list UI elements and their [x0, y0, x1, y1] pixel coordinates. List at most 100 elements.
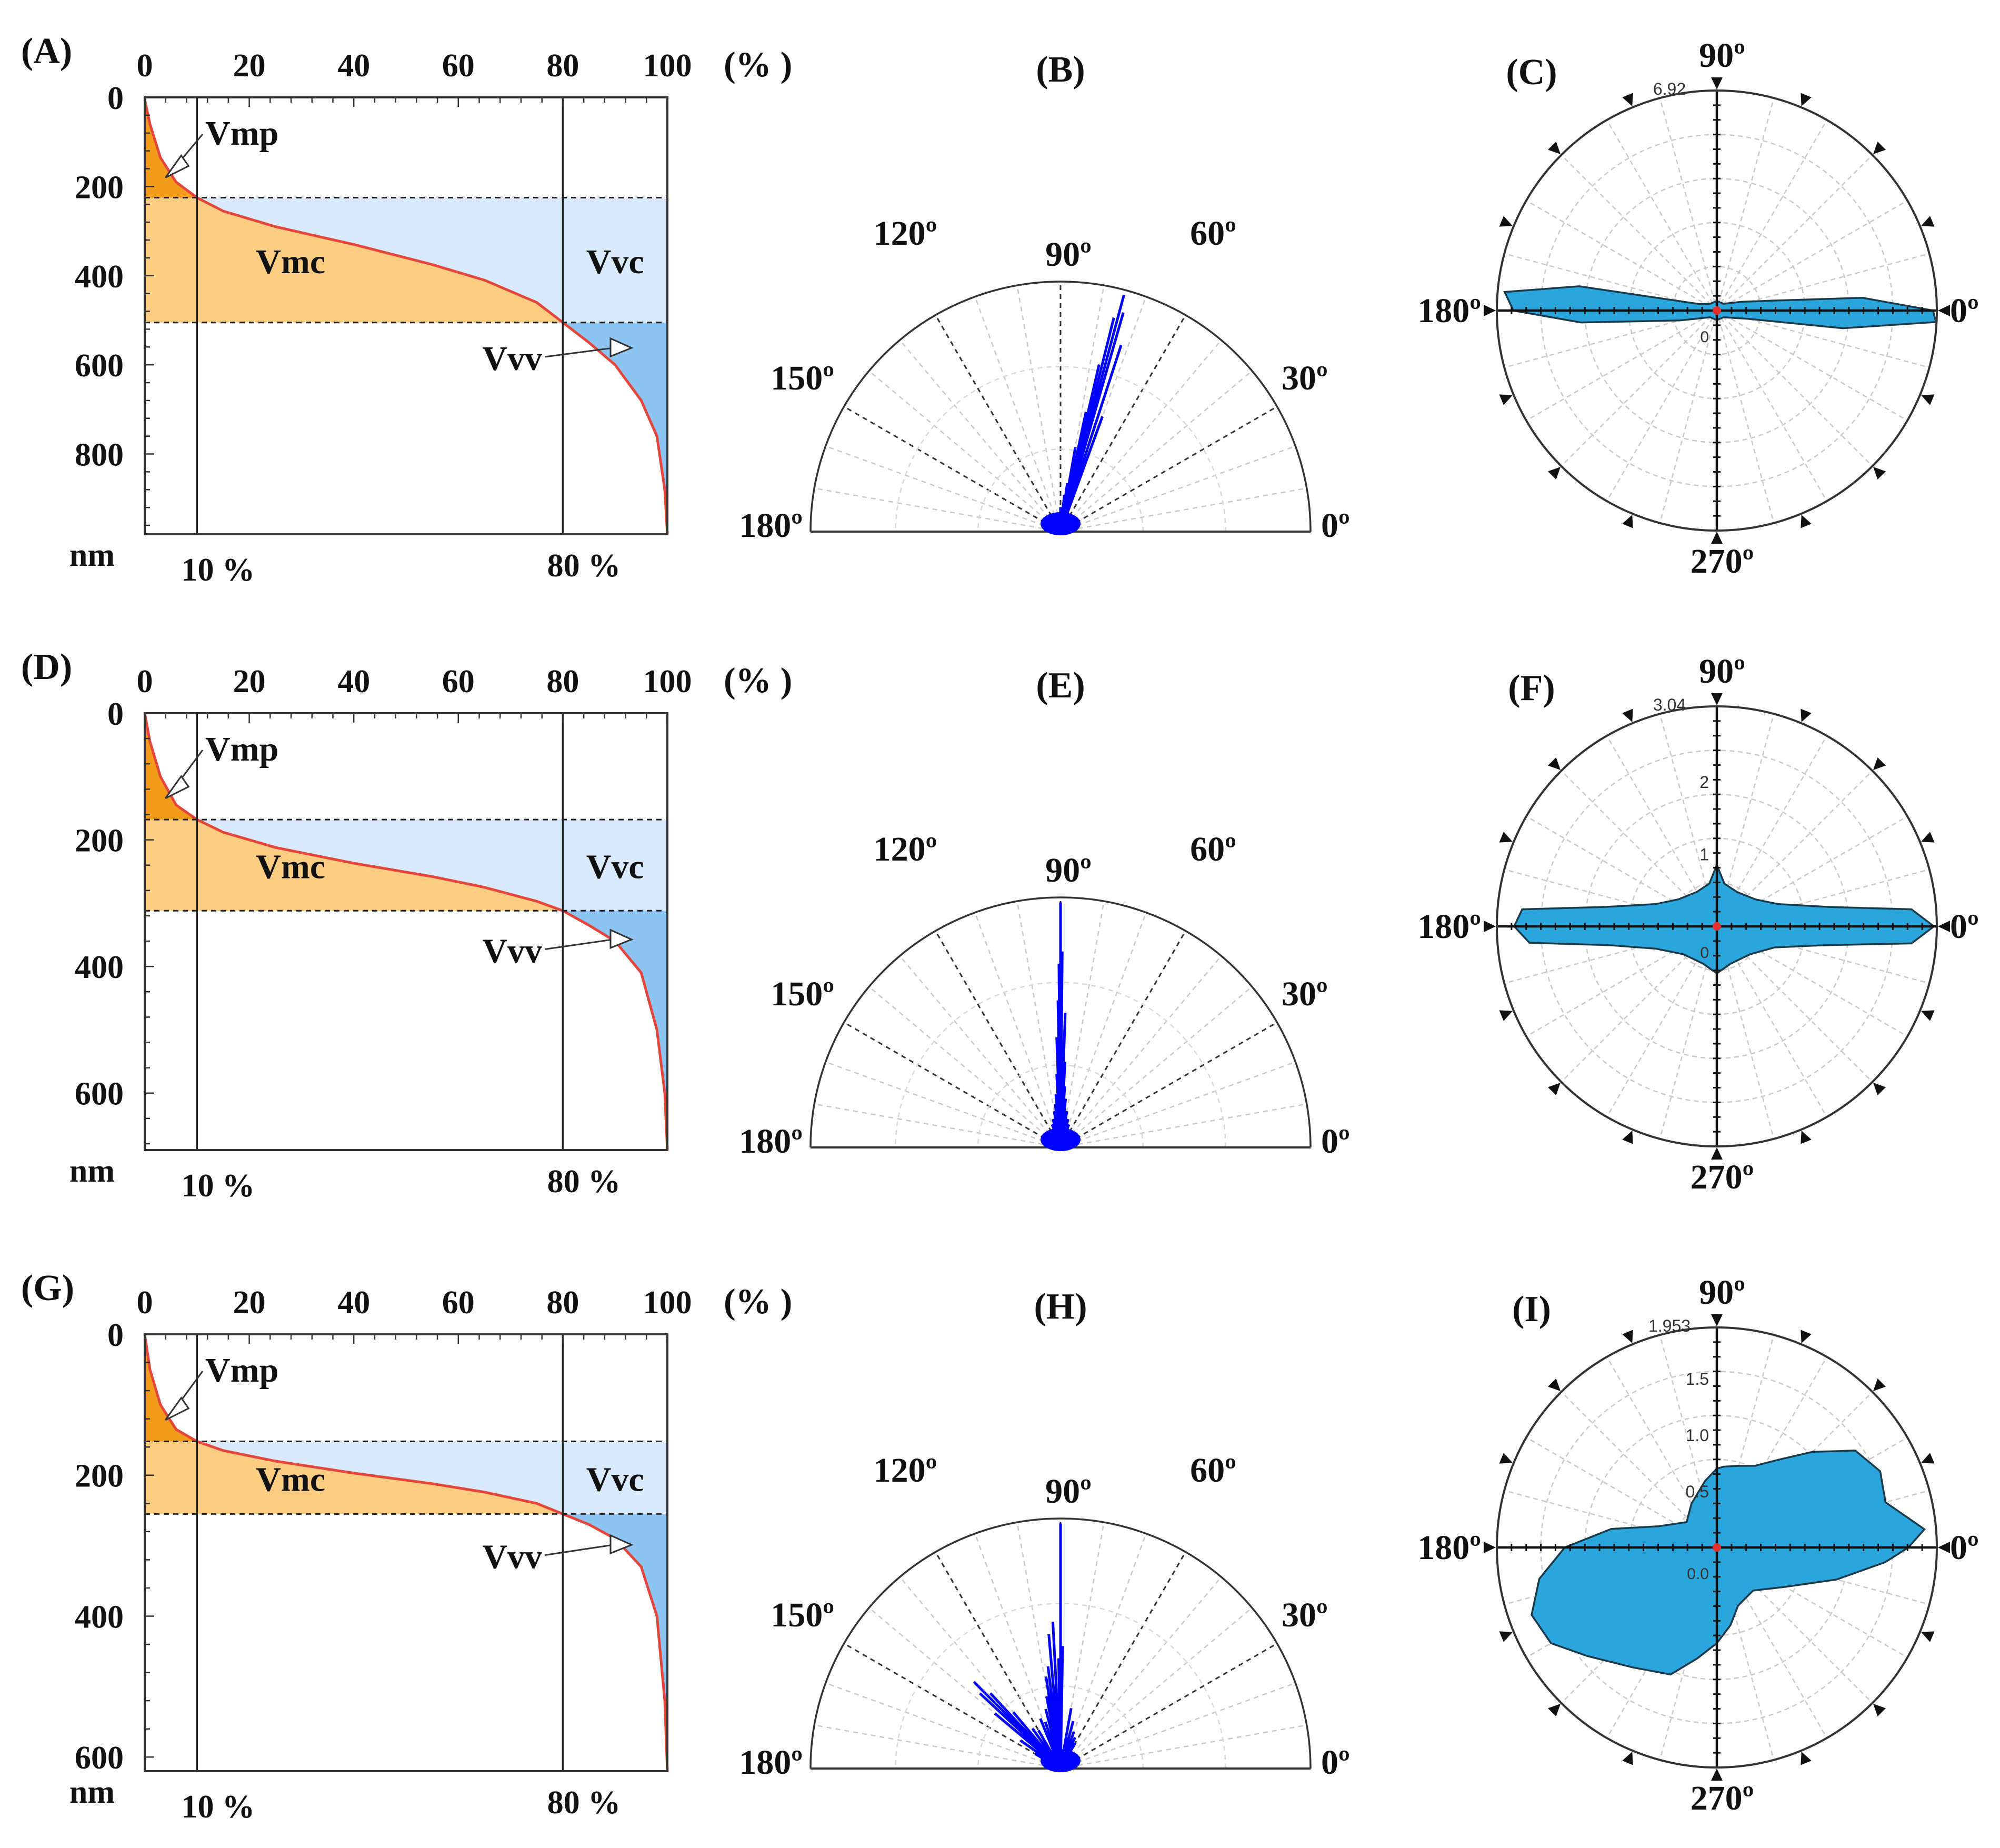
vvv-region: [563, 322, 667, 534]
angle-label-0: 0º: [1950, 1529, 1979, 1567]
polar-area: [1503, 285, 1937, 329]
direction-marker: [1499, 1631, 1513, 1642]
plot-frame: [144, 96, 668, 535]
radial-gridline: [1060, 370, 1253, 532]
direction-marker: [1801, 1330, 1812, 1343]
radial-gridline: [1016, 285, 1062, 532]
vmp-arrowhead: [165, 775, 190, 800]
radial-gridline: [1606, 310, 1718, 502]
y-unit-label: nm: [69, 537, 115, 573]
mr2-label: 80 %: [547, 548, 621, 584]
direction-marker: [1801, 708, 1812, 722]
vvv-label: Vvv: [482, 932, 542, 971]
panel-label: (B): [1036, 49, 1085, 90]
angle-label-270: 270º: [1691, 1779, 1754, 1817]
radial-gridline: [1060, 445, 1296, 533]
vmp-arrowhead: [165, 154, 190, 178]
angle-label: 60º: [1190, 830, 1236, 868]
radial-gridline: [825, 1682, 1061, 1770]
angle-label: 30º: [1282, 359, 1328, 397]
direction-marker: [1622, 1330, 1633, 1343]
mr2-label: 80 %: [547, 1785, 621, 1821]
angle-label: 90º: [1045, 851, 1092, 890]
rmax-label: 3.04: [1653, 695, 1686, 714]
vmp-label: Vmp: [205, 114, 278, 153]
panel-label: (A): [21, 31, 72, 72]
radial-gridline: [843, 1643, 1061, 1770]
y-tick-label: 200: [75, 823, 124, 859]
direction-marker: [1547, 466, 1561, 480]
radial-gridline: [1060, 986, 1253, 1148]
vvv-arrow: [544, 347, 614, 358]
polar-chart-F: (F) 3.04 0 1 2 90º 270º 0º 180º: [1417, 652, 1979, 1196]
arc-gridline: [977, 448, 1144, 532]
panel-label: (I): [1512, 1289, 1551, 1330]
direction-marker: [1873, 757, 1886, 771]
radial-gridline: [899, 1576, 1061, 1769]
y-tick-label: 200: [75, 1459, 124, 1494]
direction-marker: [1484, 921, 1496, 932]
vvv-arrowhead: [609, 1534, 634, 1555]
vmc-region: [145, 1441, 563, 1514]
material-ratio-curve: [143, 99, 669, 535]
radial-gridline: [974, 296, 1062, 532]
x-tick-label: 60: [442, 664, 475, 700]
vmc-label: Vmc: [256, 1460, 325, 1499]
y-unit-label: nm: [69, 1153, 115, 1189]
radial-gridline: [868, 986, 1061, 1148]
radial-gridline: [825, 1061, 1061, 1148]
x-tick-label: 80: [546, 664, 579, 700]
direction-marker: [1499, 216, 1513, 227]
angle-label: 120º: [874, 1451, 937, 1490]
radial-gridline: [1059, 1551, 1186, 1769]
radial-gridline: [1059, 1522, 1105, 1769]
direction-marker: [1873, 141, 1886, 155]
x-tick-label: 20: [233, 1285, 266, 1321]
direction-marker: [1622, 515, 1633, 528]
radial-gridline: [1716, 154, 1873, 311]
x-tick-label: 100: [643, 1285, 692, 1321]
radial-gridline: [1561, 310, 1717, 467]
direction-marker: [1801, 1752, 1812, 1765]
radial-gridline: [814, 1724, 1061, 1770]
radial-gridline: [1060, 487, 1307, 533]
x-unit-label: (% ): [724, 44, 792, 84]
vvv-region: [563, 911, 667, 1150]
direction-marker: [1873, 1378, 1886, 1392]
radial-gridline: [1060, 1643, 1278, 1770]
radial-gridline: [1060, 955, 1222, 1148]
radial-gridline: [974, 1533, 1062, 1769]
direction-marker: [1801, 515, 1812, 528]
x-tick-label: 40: [337, 1285, 370, 1321]
radial-gridline: [974, 912, 1062, 1148]
x-tick-label: 20: [233, 48, 266, 84]
radial-gridline: [1016, 1522, 1062, 1769]
radial-gridline: [1526, 199, 1717, 312]
outer-arc: [809, 896, 1312, 1148]
x-tick-label: 100: [643, 664, 692, 700]
radial-gridline: [1716, 310, 1828, 502]
radial-gridline: [814, 487, 1061, 533]
angle-label: 0º: [1321, 506, 1350, 545]
rmax-label: 1.953: [1648, 1316, 1691, 1335]
direction-marker: [1547, 757, 1561, 771]
direction-marker: [1921, 1010, 1935, 1021]
panel-label: (E): [1036, 665, 1085, 706]
direction-marker: [1547, 141, 1561, 155]
direction-marker: [1801, 93, 1812, 106]
outer-arc: [809, 281, 1312, 532]
angle-label: 120º: [874, 214, 937, 253]
radial-gridline: [1059, 314, 1186, 532]
radial-gridline: [1716, 310, 1873, 467]
panel-label: (D): [21, 647, 72, 687]
radial-gridline: [1060, 1061, 1296, 1148]
direction-marker: [1711, 1314, 1723, 1326]
angle-label-0: 0º: [1950, 292, 1979, 330]
vmp-label: Vmp: [205, 730, 278, 768]
radial-gridline: [1561, 154, 1717, 311]
panel-label: (G): [21, 1268, 74, 1308]
y-tick-label: 0: [107, 696, 124, 732]
vvv-region: [563, 1514, 667, 1771]
rose-chart-H: (H) 0º 30º 60º 90º 120º 150º 180º: [739, 1286, 1350, 1782]
